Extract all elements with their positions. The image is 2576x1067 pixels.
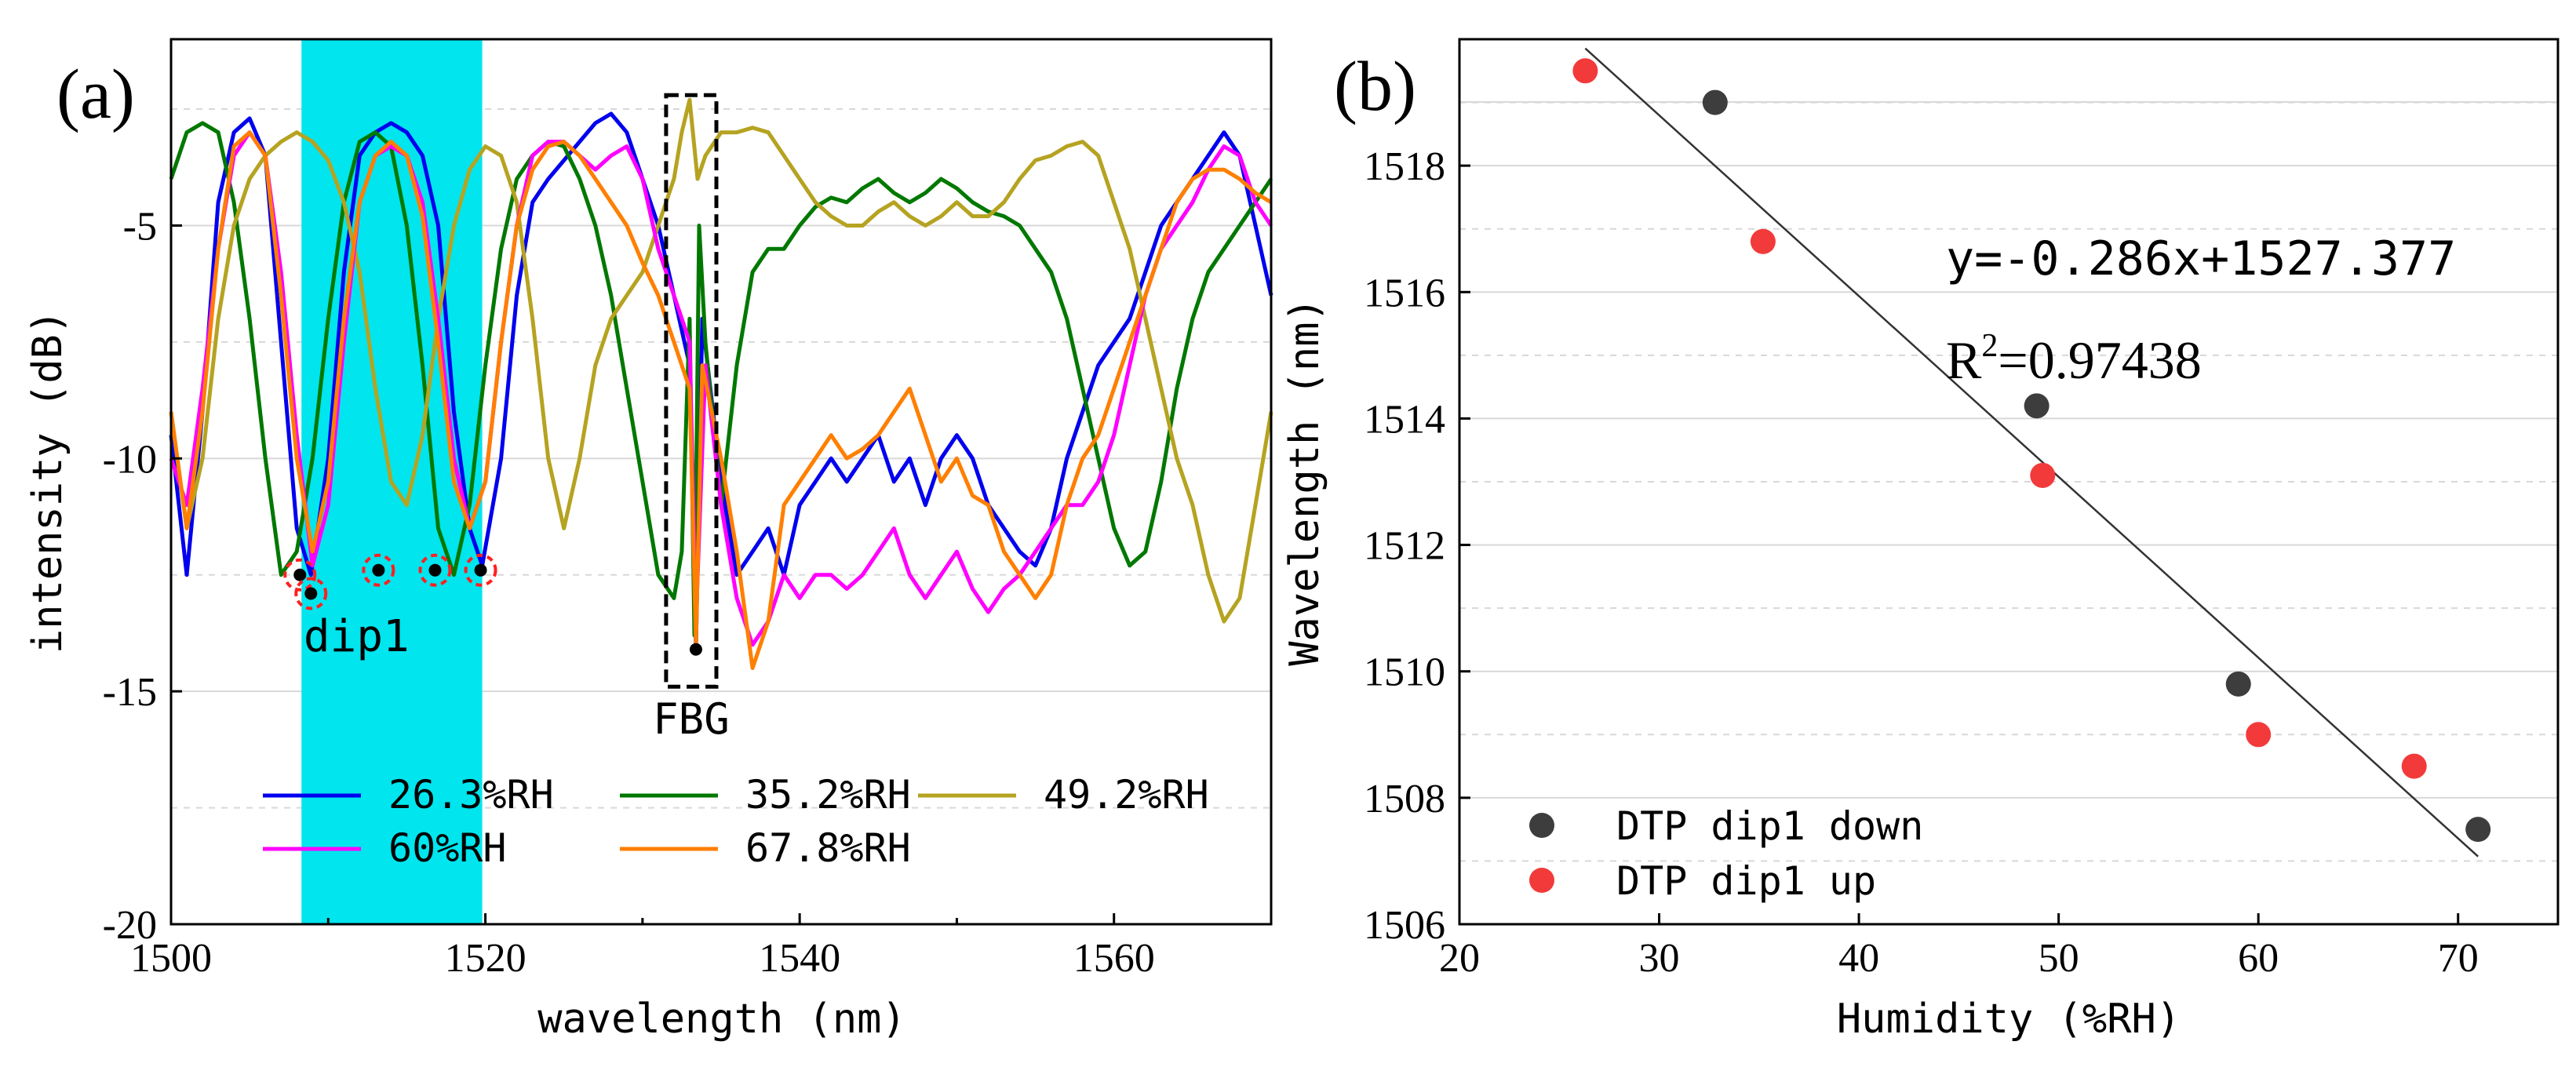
dip-circle [283,558,317,592]
panel-b: 20 30 40 50 60 70 1506 1508 1510 1512 1514 1516 1518… [1281,38,2560,1043]
x-tick-label: 70 [2438,936,2479,981]
x-tick-label: 1500 [130,936,212,981]
dip-point [293,568,307,581]
legend-label: 67.8%RH [745,825,911,871]
dip-circle [464,553,497,587]
y-tick-label: 1514 [1364,397,1445,442]
scatter-point [2246,722,2272,748]
x-tick-label: 50 [2039,936,2079,981]
panel-a-frame [169,38,1273,926]
legend-marker [1529,868,1554,893]
dip-circle [294,577,328,610]
x-tick-label: 1520 [445,936,526,981]
panel-b-label: (b) [1334,48,1416,126]
legend-label: 60%RH [388,825,507,871]
x-tick-label: 1540 [759,936,840,981]
scatter-point [2465,817,2491,843]
panel-b-legend: DTP dip1 down DTP dip1 up [1529,803,1923,904]
legend-label: DTP dip1 down [1616,803,1923,849]
fit-equation: y=-0.286x+1527.377 [1946,231,2456,286]
legend-label: 26.3%RH [388,772,554,818]
panel-a-ticks: 1500 1520 1540 1560 -5 -10 -15 -20 [103,204,1273,981]
panel-a-ylabel: intensity (dB) [24,310,71,654]
y-tick-label: 1512 [1364,524,1445,569]
y-tick-label: 1506 [1364,903,1445,948]
legend-label: 35.2%RH [745,772,911,818]
panel-a-series [169,97,1273,670]
r-squared: R2=0.97438 [1946,328,2202,390]
panel-b-grid [1459,101,2558,862]
scatter-point [2225,671,2251,697]
r-squared-base: R [1946,330,1982,390]
panel-b-ticks: 20 30 40 50 60 70 1506 1508 1510 1512 1514 1516 1518 [1364,144,2479,981]
y-tick-label: 1510 [1364,650,1445,695]
panel-b-ylabel: Wavelength (nm) [1281,297,1328,666]
dip-point [304,587,318,600]
scatter-point [1572,58,1598,84]
series-line [169,97,1273,624]
y-tick-label: -10 [103,437,157,482]
panel-b-frame [1458,38,2560,926]
y-tick-label: 1518 [1364,144,1445,189]
panel-a: 1500 1520 1540 1560 -5 -10 -15 -20 (a) waveleng… [24,38,1273,1043]
legend-marker [1529,813,1554,838]
series-line [169,121,1273,638]
r-squared-value: =0.97438 [1998,330,2201,390]
x-tick-label: 40 [1838,936,1879,981]
dip-point [372,563,385,577]
series-line [169,130,1273,670]
panel-a-label: (a) [56,56,135,133]
legend-label: DTP dip1 up [1616,858,1876,904]
y-tick-label: -20 [103,903,157,948]
fbg-box [664,93,719,689]
panel-a-xlabel: wavelength (nm) [537,996,906,1043]
dip1-label: dip1 [304,611,410,662]
x-tick-label: 20 [1439,936,1480,981]
dip-point [428,563,442,577]
r-squared-sup: 2 [1981,328,1998,364]
fbg-label: FBG [653,694,730,744]
x-tick-label: 30 [1639,936,1680,981]
x-tick-label: 1560 [1073,936,1155,981]
panel-b-points [1572,58,2491,843]
legend-label: 49.2%RH [1044,772,1209,818]
x-tick-label: 60 [2238,936,2279,981]
y-tick-label: -5 [123,204,157,249]
dip-circle [418,553,452,587]
y-tick-label: 1516 [1364,271,1445,315]
scatter-point [2024,393,2050,419]
panel-b-xlabel: Humidity (%RH) [1837,996,2181,1043]
dip-point [474,563,487,577]
dip-markers [283,553,702,656]
scatter-point [1702,89,1728,115]
scatter-point [1750,228,1776,254]
scatter-point [2030,462,2056,488]
panel-a-legend: 26.3%RH 35.2%RH 49.2%RH 60%RH 67.8%RH [263,772,1209,871]
y-tick-label: -15 [103,670,157,715]
dip-circle [362,553,395,587]
dip-point [689,643,702,656]
y-tick-label: 1508 [1364,777,1445,821]
scatter-point [2401,753,2427,779]
fit-line [1584,47,2479,858]
